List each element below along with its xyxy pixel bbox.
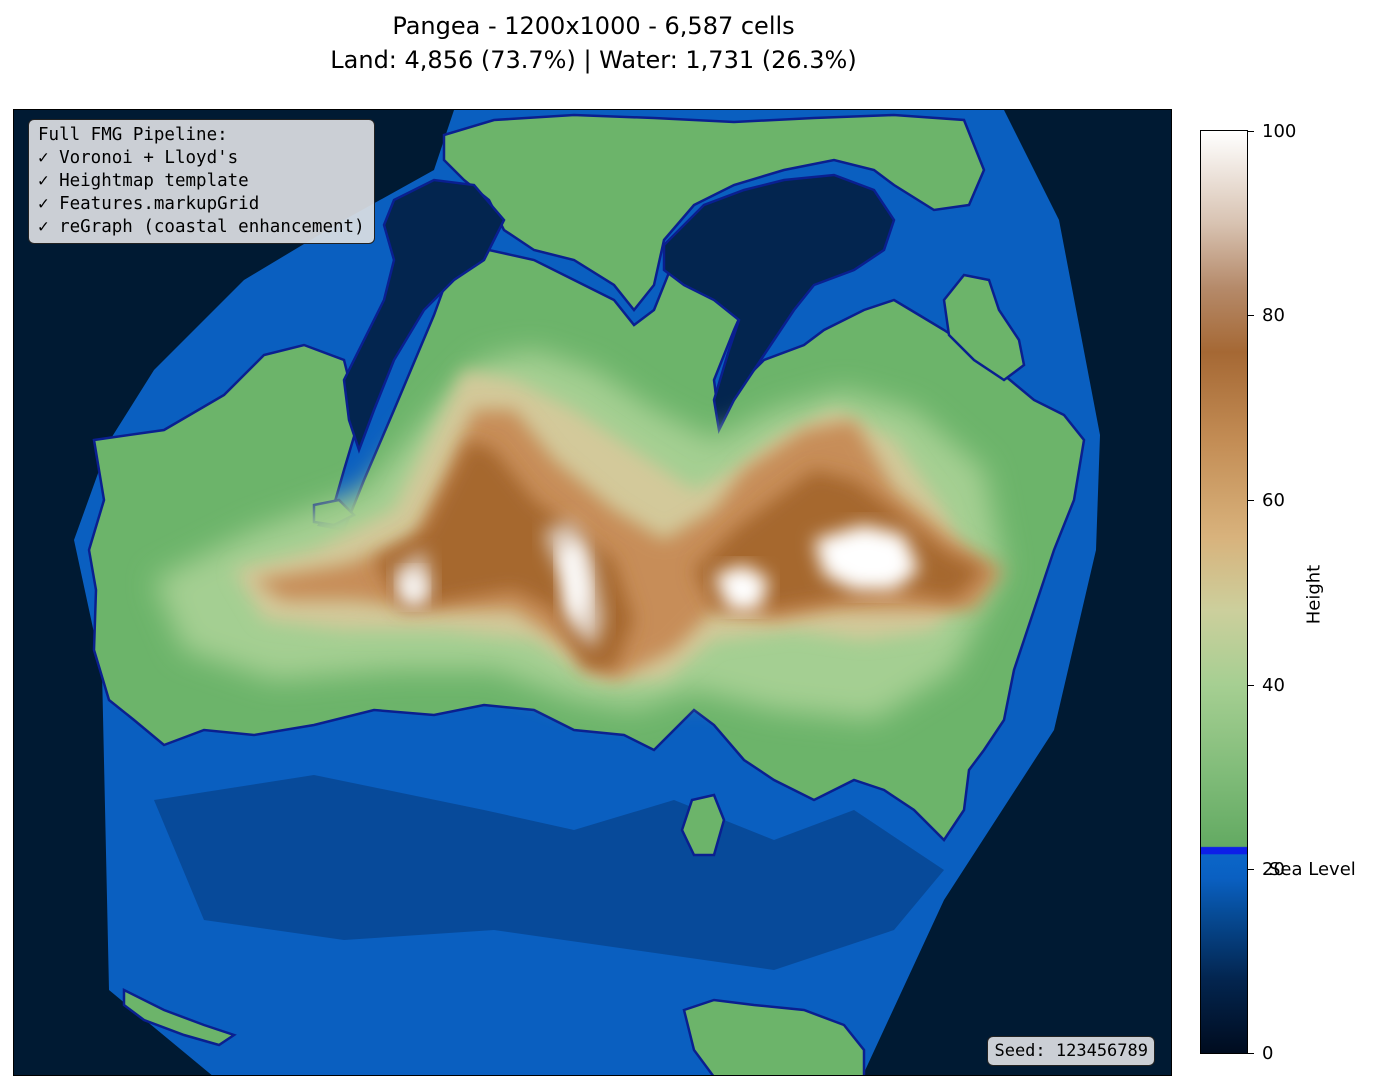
colorbar-tick-label: 0	[1262, 1043, 1274, 1064]
west-bay	[342, 178, 506, 454]
pipeline-line: ✓ reGraph (coastal enhancement)	[38, 217, 365, 237]
inland-bay	[662, 173, 896, 434]
seed-label: Seed: 123456789	[987, 1036, 1155, 1066]
map-title: Pangea - 1200x1000 - 6,587 cells	[392, 12, 795, 40]
colorbar-tick	[1248, 500, 1254, 501]
pipeline-info-box: Full FMG Pipeline: ✓ Voronoi + Lloyd's ✓…	[28, 119, 375, 244]
map-subtitle: Land: 4,856 (73.7%) | Water: 1,731 (26.3…	[330, 46, 857, 74]
colorbar-tick-label: 20	[1262, 859, 1285, 880]
pipeline-line: ✓ Heightmap template	[38, 171, 249, 191]
elevation-layers	[154, 350, 1004, 720]
heightmap-image	[14, 110, 1171, 1075]
heightmap-panel[interactable]: Full FMG Pipeline: ✓ Voronoi + Lloyd's ✓…	[13, 109, 1172, 1076]
colorbar-tick-label: 60	[1262, 490, 1285, 511]
pipeline-line: Full FMG Pipeline:	[38, 125, 228, 145]
colorbar-tick	[1248, 131, 1254, 132]
colorbar-tick	[1248, 869, 1254, 870]
pipeline-line: ✓ Voronoi + Lloyd's	[38, 148, 239, 168]
pipeline-line: ✓ Features.markupGrid	[38, 194, 260, 214]
colorbar-tick-label: 40	[1262, 675, 1285, 696]
colorbar-tick	[1248, 315, 1254, 316]
colorbar-tick-label: 80	[1262, 305, 1285, 326]
height-colorbar	[1200, 130, 1248, 1054]
colorbar-label: Height	[1303, 564, 1325, 625]
colorbar-tick-label: 100	[1262, 121, 1297, 142]
colorbar-tick	[1248, 1053, 1254, 1054]
colorbar-tick	[1248, 685, 1254, 686]
shelf-deep-band	[154, 775, 944, 970]
sea-level-label: Sea Level	[1269, 859, 1356, 880]
